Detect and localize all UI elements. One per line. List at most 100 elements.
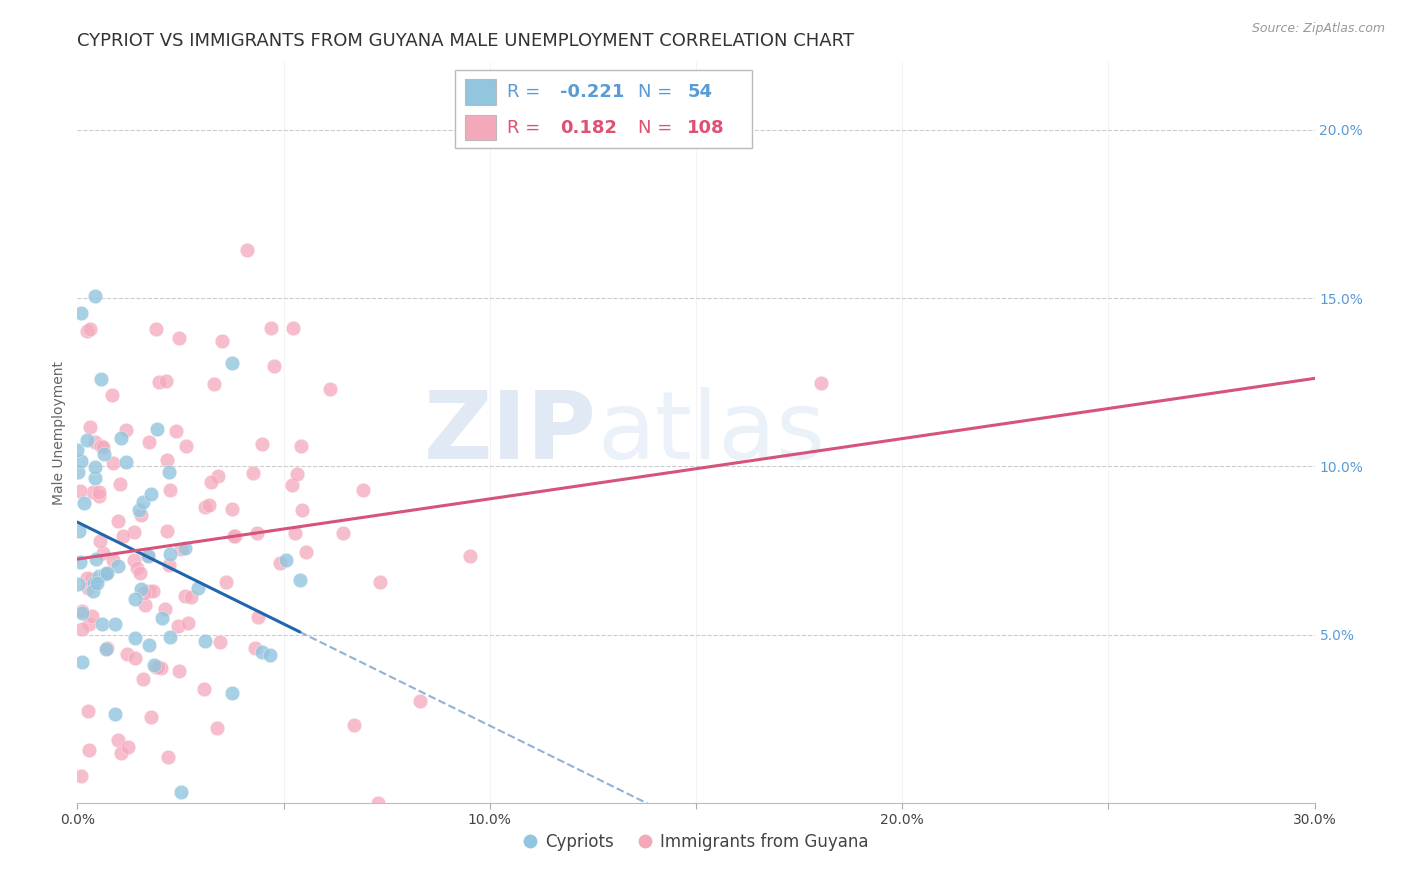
Text: 108: 108 [688, 119, 725, 136]
Point [235, 243, 257, 257]
Point [89, 534, 111, 549]
Point [104, 616, 127, 631]
Point [224, 529, 246, 543]
Point [205, 721, 228, 735]
Point [294, 545, 316, 559]
Point [128, 503, 150, 517]
Point [332, 526, 354, 541]
Point [103, 553, 125, 567]
Point [148, 375, 170, 389]
Point [458, 549, 481, 563]
Point [138, 638, 160, 652]
Point [103, 456, 125, 470]
Point [77, 743, 100, 757]
Point [66, 443, 89, 458]
Point [84, 460, 107, 475]
Point [70, 453, 93, 467]
Point [259, 648, 281, 662]
Point [150, 661, 173, 675]
Point [145, 322, 167, 336]
Point [174, 439, 197, 453]
Point [69, 483, 91, 498]
Point [194, 500, 217, 515]
Point [82, 572, 104, 586]
Point [90, 372, 112, 386]
Point [69, 555, 91, 569]
Point [290, 439, 312, 453]
Point [136, 549, 159, 563]
Point [209, 635, 232, 649]
Point [155, 374, 177, 388]
Point [166, 619, 188, 633]
Text: CYPRIOT VS IMMIGRANTS FROM GUYANA MALE UNEMPLOYMENT CORRELATION CHART: CYPRIOT VS IMMIGRANTS FROM GUYANA MALE U… [77, 32, 855, 50]
Point [77, 704, 100, 718]
Point [167, 331, 190, 345]
Point [174, 589, 197, 603]
Point [139, 487, 162, 501]
Point [157, 465, 180, 479]
Point [128, 566, 150, 581]
Point [112, 529, 135, 543]
Point [138, 584, 160, 599]
Point [132, 494, 155, 508]
Point [70, 655, 93, 669]
Point [93, 447, 115, 461]
Point [250, 645, 273, 659]
Point [96, 641, 118, 656]
Text: R =: R = [506, 83, 546, 101]
Point [132, 672, 155, 686]
Point [187, 581, 209, 595]
Point [170, 541, 193, 556]
Point [221, 686, 243, 700]
Point [73, 495, 96, 509]
Point [211, 334, 233, 348]
Point [82, 584, 104, 599]
Text: atlas: atlas [598, 386, 825, 479]
Point [202, 376, 225, 391]
Point [83, 288, 105, 302]
Text: Source: ZipAtlas.com: Source: ZipAtlas.com [1251, 22, 1385, 36]
Point [138, 434, 160, 449]
Point [86, 576, 108, 591]
Point [101, 388, 124, 402]
Point [370, 574, 392, 589]
Text: N =: N = [638, 119, 678, 136]
Point [76, 571, 98, 585]
Point [124, 592, 146, 607]
Point [69, 769, 91, 783]
Point [124, 631, 146, 645]
Point [124, 650, 146, 665]
Point [115, 647, 138, 661]
Point [89, 484, 111, 499]
Point [89, 569, 111, 583]
Text: ZIP: ZIP [425, 386, 598, 479]
Point [66, 465, 89, 479]
Point [66, 577, 89, 591]
Point [260, 321, 283, 335]
Point [810, 376, 832, 390]
Point [82, 608, 104, 623]
Point [221, 501, 243, 516]
Point [134, 598, 156, 612]
Point [77, 581, 100, 595]
Point [159, 631, 181, 645]
Point [288, 573, 311, 587]
Point [167, 664, 190, 678]
Point [367, 796, 389, 810]
Point [79, 322, 101, 336]
Legend: Cypriots, Immigrants from Guyana: Cypriots, Immigrants from Guyana [516, 826, 876, 857]
Point [224, 529, 246, 543]
Point [96, 642, 118, 657]
Point [82, 485, 104, 500]
Point [274, 553, 297, 567]
Point [180, 591, 202, 605]
Point [127, 561, 149, 575]
Point [221, 356, 243, 370]
Point [145, 660, 167, 674]
Point [104, 707, 127, 722]
Point [91, 546, 114, 560]
Text: R =: R = [506, 119, 551, 136]
Point [122, 524, 145, 539]
Point [84, 551, 107, 566]
FancyBboxPatch shape [454, 70, 752, 147]
